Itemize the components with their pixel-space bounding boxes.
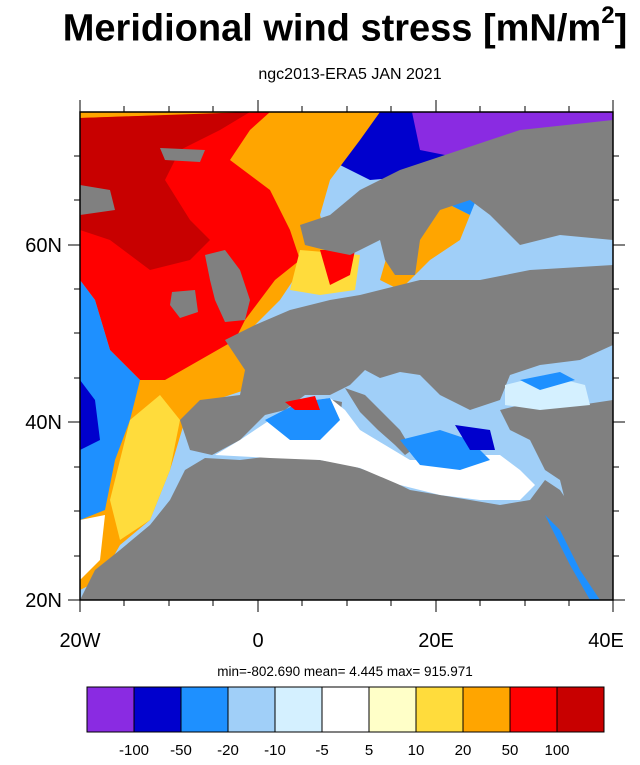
colorbar-label-2: -20 — [217, 742, 239, 759]
lon-label-20w: 20W — [59, 630, 100, 652]
colorbar-swatch-0 — [86, 686, 135, 733]
colorbar — [86, 686, 605, 733]
land-mask — [80, 120, 613, 600]
colorbar-swatch-3 — [227, 686, 276, 733]
colorbar-swatch-5 — [321, 686, 370, 733]
colorbar-labels: -100 -50 -20 -10 -5 5 10 20 50 100 — [119, 742, 570, 759]
statistics-line: min=-802.690 mean= 4.445 max= 915.971 — [217, 664, 473, 679]
lon-label-40e: 40E — [588, 630, 624, 652]
colorbar-swatch-7 — [415, 686, 464, 733]
lon-label-20e: 20E — [418, 630, 454, 652]
colorbar-swatch-8 — [462, 686, 511, 733]
map-title: Meridional wind stress [mN/m2] — [62, 2, 628, 50]
lon-label-0: 0 — [252, 630, 263, 652]
colorbar-label-6: 10 — [408, 742, 425, 759]
colorbar-label-3: -10 — [264, 742, 286, 759]
map-field — [80, 112, 613, 600]
colorbar-swatch-9 — [509, 686, 558, 733]
colorbar-swatch-1 — [133, 686, 182, 733]
lat-label-20n: 20N — [25, 590, 62, 612]
colorbar-label-7: 20 — [455, 742, 472, 759]
axis-ticks — [68, 100, 625, 612]
lat-label-40n: 40N — [25, 412, 62, 434]
colorbar-label-4: -5 — [315, 742, 328, 759]
colorbar-swatch-2 — [180, 686, 229, 733]
map-subtitle: ngc2013-ERA5 JAN 2021 — [258, 66, 442, 83]
colorbar-label-1: -50 — [170, 742, 192, 759]
colorbar-swatch-10 — [556, 686, 605, 733]
lat-label-60n: 60N — [25, 235, 62, 257]
colorbar-swatch-4 — [274, 686, 323, 733]
colorbar-label-5: 5 — [365, 742, 373, 759]
colorbar-label-0: -100 — [119, 742, 149, 759]
colorbar-label-9: 100 — [544, 742, 569, 759]
colorbar-label-8: 50 — [502, 742, 519, 759]
colorbar-swatch-6 — [368, 686, 417, 733]
